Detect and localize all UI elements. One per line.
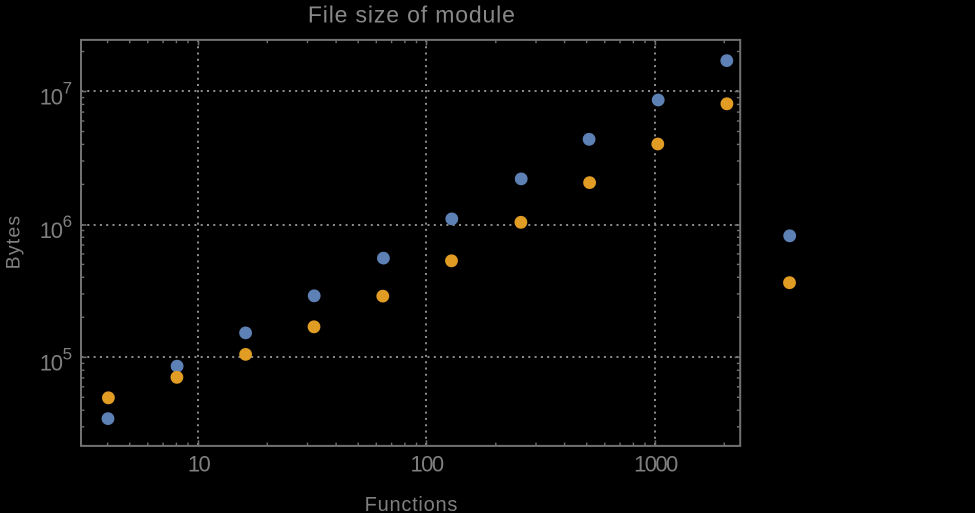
svg-text:Functions: Functions	[365, 494, 458, 513]
svg-text:Bytes: Bytes	[3, 215, 25, 270]
svg-text:10: 10	[188, 451, 211, 476]
svg-text:100: 100	[411, 451, 444, 476]
svg-text:1000: 1000	[634, 451, 678, 476]
svg-text:File size of module: File size of module	[308, 2, 516, 28]
